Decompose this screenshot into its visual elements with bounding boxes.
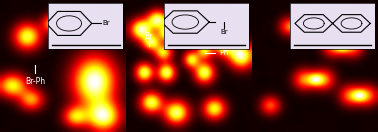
Text: Ph-Ph: Ph-Ph: [304, 24, 326, 33]
Text: Ph: Ph: [219, 48, 229, 57]
Text: Br-Ph: Br-Ph: [25, 77, 45, 86]
Text: Ph-Ph: Ph-Ph: [163, 32, 185, 41]
Text: Br: Br: [102, 20, 110, 26]
Text: Br: Br: [220, 29, 228, 34]
Text: Br: Br: [144, 32, 153, 41]
